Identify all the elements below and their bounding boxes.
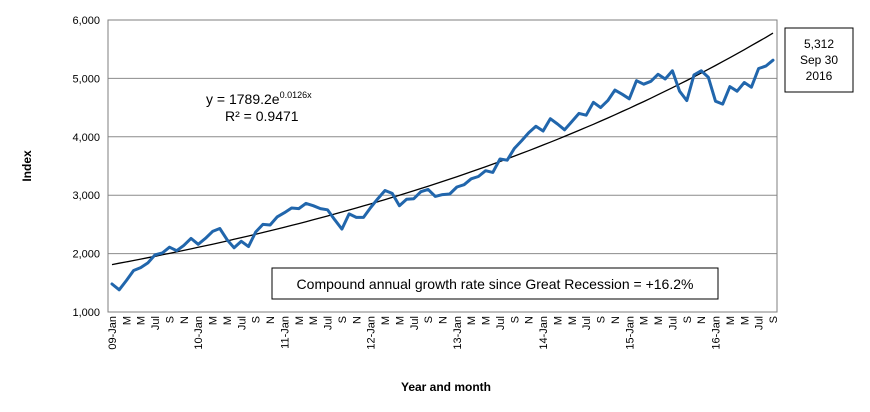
x-tick-label: 16-Jan (711, 316, 723, 350)
x-tick-label: 14-Jan (538, 316, 550, 350)
x-tick-label: M (294, 316, 306, 325)
y-axis-title: Index (20, 150, 34, 182)
x-tick-label: Jul (323, 316, 335, 330)
x-tick-label: Jul (409, 316, 421, 330)
x-tick-label: S (423, 316, 435, 323)
x-tick-label: M (208, 316, 220, 325)
callout-frame (784, 27, 854, 93)
trendline-equation: y = 1789.2e0.0126x R² = 0.9471 (206, 90, 312, 124)
y-tick-label: 5,000 (72, 73, 100, 85)
x-tick-label: S (768, 316, 780, 323)
latest-value-callout: 5,312 Sep 30 2016 (784, 27, 854, 93)
equation-text: y = 1789.2e0.0126x (206, 90, 312, 107)
x-tick-label: M (567, 316, 579, 325)
x-tick-label: M (739, 316, 751, 325)
x-tick-label: M (552, 316, 564, 325)
x-tick-label: M (394, 316, 406, 325)
x-tick-label: Jul (150, 316, 162, 330)
callout-year: 2016 (806, 69, 833, 83)
y-tick-label: 1,000 (72, 307, 100, 319)
x-axis-title: Year and month (401, 380, 491, 394)
x-tick-label: M (121, 316, 133, 325)
x-tick-label: S (164, 316, 176, 323)
series-marks (110, 32, 775, 292)
x-tick-label: 09-Jan (107, 316, 119, 350)
x-tick-label: 11-Jan (279, 316, 291, 349)
x-tick-label: M (639, 316, 651, 325)
x-tick-label: Jul (495, 316, 507, 330)
equation-exponent: 0.0126x (280, 90, 313, 100)
x-tick-label: Jul (754, 316, 766, 330)
x-axis-ticks: 09-Jan M M Jul S N 10-Jan M M Jul S N 11-Jan M M Jul S N 1… (107, 316, 780, 350)
x-tick-label: N (351, 316, 363, 324)
equation-main: y = 1789.2e (206, 91, 280, 107)
x-tick-label: N (524, 316, 536, 324)
x-tick-label: Jul (236, 316, 248, 330)
y-tick-label: 6,000 (72, 15, 100, 27)
x-tick-label: Jul (581, 316, 593, 330)
r-squared-text: R² = 0.9471 (225, 108, 299, 124)
x-tick-label: M (380, 316, 392, 325)
x-tick-label: M (222, 316, 234, 325)
cagr-text: Compound annual growth rate since Great … (297, 276, 694, 292)
callout-value: 5,312 (804, 37, 834, 51)
y-tick-label: 4,000 (72, 132, 100, 144)
x-tick-label: 10-Jan (193, 316, 205, 350)
x-tick-label: M (308, 316, 320, 325)
plot-area-frame (107, 19, 778, 313)
x-tick-label: M (481, 316, 493, 325)
x-tick-label: N (610, 316, 622, 324)
x-tick-label: 15-Jan (624, 316, 636, 350)
y-axis-ticks: 1,000 2,000 3,000 4,000 5,000 6,000 (72, 15, 100, 319)
x-tick-label: M (136, 316, 148, 325)
x-tick-label: S (251, 316, 263, 323)
x-tick-label: S (682, 316, 694, 323)
x-tick-label: 13-Jan (452, 316, 464, 350)
x-tick-label: Jul (667, 316, 679, 330)
x-tick-label: S (337, 316, 349, 323)
callout-date: Sep 30 (800, 53, 838, 67)
x-tick-label: S (509, 316, 521, 323)
x-tick-label: N (438, 316, 450, 324)
x-tick-label: N (696, 316, 708, 324)
cagr-box: Compound annual growth rate since Great … (271, 267, 719, 300)
cagr-box-frame (271, 267, 719, 300)
x-tick-label: 12-Jan (366, 316, 378, 350)
x-tick-label: S (596, 316, 608, 323)
y-tick-label: 2,000 (72, 249, 100, 261)
x-tick-label: M (466, 316, 478, 325)
x-tick-label: N (179, 316, 191, 324)
x-tick-label: M (653, 316, 665, 325)
x-tick-label: M (725, 316, 737, 325)
y-tick-label: 3,000 (72, 190, 100, 202)
trendline (111, 32, 774, 266)
index-series-line (110, 58, 775, 292)
x-tick-label: N (265, 316, 277, 324)
